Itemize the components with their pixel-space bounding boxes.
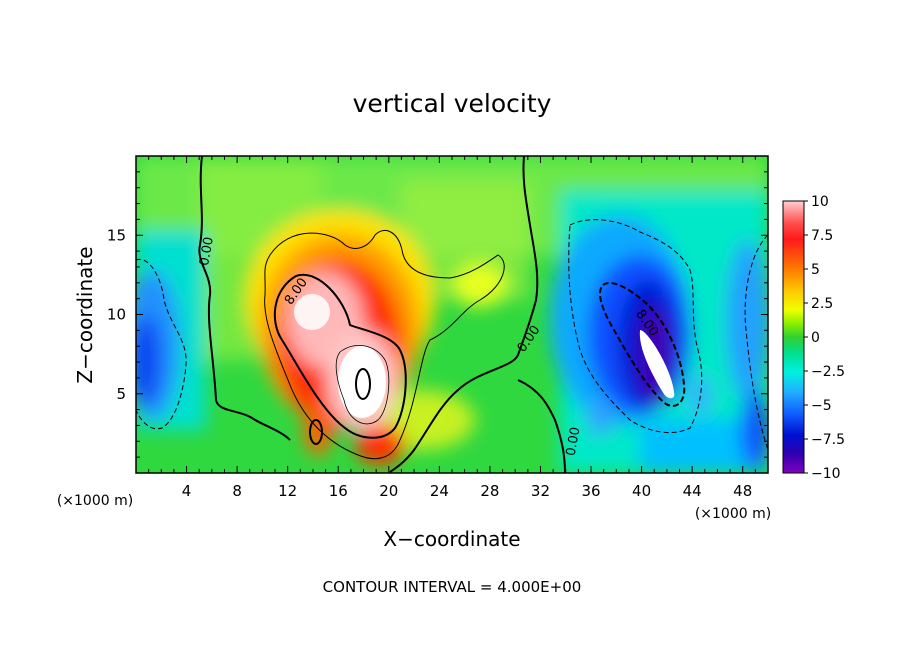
contour-label-text: 0.00 [564, 426, 584, 457]
colorbar-ticks: 10 7.5 5 2.5 0 −2.5 −5 −7.5 −10 [804, 194, 845, 482]
plot-area: 0.008.000.000.008.00 [136, 156, 768, 473]
contour-label-text: 0.00 [197, 236, 217, 267]
x-unit-left: (×1000 m) [57, 493, 133, 509]
x-tick-label: 20 [379, 482, 398, 500]
colorbar-tick-label: −5 [811, 398, 832, 414]
y-tick-label: 15 [107, 226, 126, 244]
colorbar-tick-label: 0 [811, 330, 820, 346]
plus4-contour [264, 230, 505, 460]
colorbar-tick-label: 7.5 [811, 228, 833, 244]
minus4-contour-left [136, 258, 187, 430]
chart-title: vertical velocity [353, 89, 552, 118]
updraft-core [338, 346, 386, 418]
x-unit-right: (×1000 m) [695, 506, 771, 522]
x-tick-label: 8 [232, 482, 242, 500]
colorbar-tick-label: −2.5 [811, 364, 845, 380]
contour-label: 0.00 [197, 236, 217, 267]
y-tick-label: 10 [107, 306, 126, 324]
plus8-inner [355, 368, 371, 400]
plus8-contour [273, 273, 407, 439]
colorbar-tick-label: 5 [811, 262, 820, 278]
x-tick-label: 4 [182, 482, 192, 500]
x-tick-label: 28 [480, 482, 499, 500]
colorbar-tick-label: 10 [811, 194, 829, 210]
minus8-contour [599, 282, 686, 407]
y-tick-label: 5 [116, 385, 126, 403]
contour-label: 0.00 [564, 426, 584, 457]
colorbar [782, 200, 805, 474]
x-axis-title: X−coordinate [383, 527, 520, 551]
updraft-upper [294, 294, 330, 330]
contour-lines [136, 156, 768, 473]
x-tick-label: 44 [683, 482, 702, 500]
colorbar-tick-label: −10 [811, 466, 841, 482]
minus4-contour-edge [744, 234, 768, 451]
y-axis-title: Z−coordinate [73, 246, 97, 383]
x-tick-label: 24 [430, 482, 449, 500]
x-tick-label: 40 [632, 482, 651, 500]
zero-contour-left [198, 156, 291, 441]
downdraft-core [639, 330, 675, 399]
plus8-lower [309, 419, 323, 445]
x-tick-label: 16 [329, 482, 348, 500]
x-tick-label: 48 [733, 482, 752, 500]
zero-contour-main [389, 156, 539, 473]
x-tick-label: 32 [531, 482, 550, 500]
minus4-contour-right [568, 219, 703, 434]
plus12-contour [335, 345, 390, 425]
x-tick-label: 36 [581, 482, 600, 500]
contour-interval-note: CONTOUR INTERVAL = 4.000E+00 [323, 578, 582, 596]
x-tick-label: 12 [278, 482, 297, 500]
zero-contour-right [517, 379, 566, 473]
colorbar-tick-label: −7.5 [811, 432, 845, 448]
colorbar-tick-label: 2.5 [811, 296, 833, 312]
